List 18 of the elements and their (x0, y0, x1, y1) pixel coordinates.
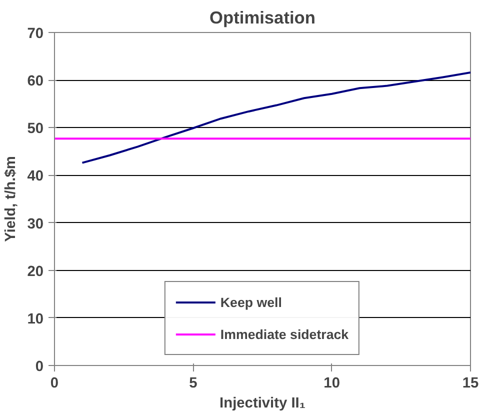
x-tick-label: 15 (462, 376, 479, 392)
line-series (81, 71, 470, 164)
y-tick-label: 60 (27, 74, 44, 90)
y-tick-label: 40 (27, 168, 44, 185)
x-tick-label: 5 (189, 376, 198, 392)
y-tick-label: 0 (35, 359, 44, 375)
x-tick-label: 0 (50, 376, 59, 392)
chart-title: Optimisation (210, 8, 316, 28)
y-tick-label: 30 (27, 216, 44, 232)
legend-label: Immediate sidetrack (220, 326, 349, 342)
y-tick-label: 20 (27, 264, 44, 280)
y-tick-label: 50 (27, 121, 44, 138)
x-tick-label: 10 (324, 376, 340, 392)
y-tick-label: 10 (27, 311, 44, 328)
y-axis-title: Yield, t/h.$m (3, 156, 20, 242)
legend-label: Keep well (220, 294, 282, 310)
y-tick-label: 70 (27, 26, 44, 42)
x-axis-title: Injectivity II₁ (220, 396, 306, 412)
